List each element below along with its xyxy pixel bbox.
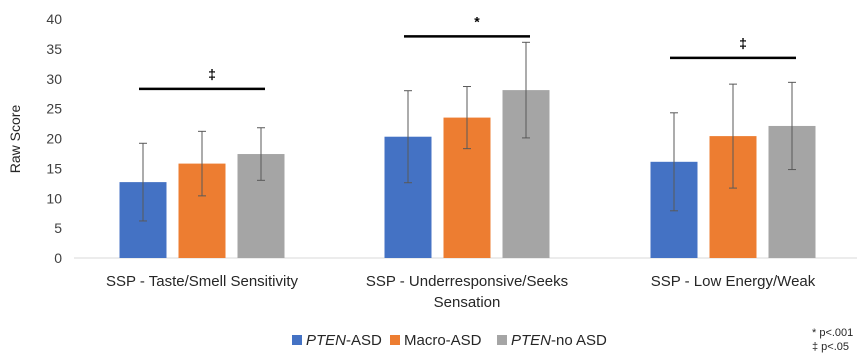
y-tick-label: 10 (46, 190, 62, 206)
y-tick-label: 40 (46, 11, 62, 27)
y-tick-label: 35 (46, 41, 62, 57)
y-tick-label: 30 (46, 71, 62, 87)
footnote: * p<.001 (812, 327, 853, 339)
legend-label: Macro-ASD (404, 332, 482, 349)
y-tick-label: 20 (46, 131, 62, 147)
y-tick-label: 25 (46, 101, 62, 117)
legend-label: PTEN-ASD (306, 332, 382, 349)
y-tick-label: 0 (54, 250, 62, 266)
category-label: Sensation (434, 294, 501, 311)
legend-swatch (390, 335, 400, 345)
significance-symbol: ‡ (208, 66, 216, 82)
error-bars (139, 41, 796, 222)
significance-symbol: * (474, 13, 480, 29)
category-label: SSP - Low Energy/Weak (651, 273, 816, 290)
legend-label: PTEN-no ASD (511, 332, 607, 349)
significance-symbol: ‡ (739, 35, 747, 51)
footnotes: * p<.001 ‡ p<.05 (812, 327, 853, 353)
y-tick-label: 5 (54, 220, 62, 236)
category-label: SSP - Underresponsive/Seeks (366, 273, 568, 290)
y-tick-label: 15 (46, 160, 62, 176)
legend: PTEN-ASD Macro-ASD PTEN-no ASD (292, 332, 607, 349)
footnote: ‡ p<.05 (812, 341, 849, 353)
y-axis-label: Raw Score (7, 105, 23, 174)
legend-swatch (497, 335, 507, 345)
category-labels: SSP - Taste/Smell Sensitivity SSP - Under… (106, 273, 816, 311)
category-label: SSP - Taste/Smell Sensitivity (106, 273, 299, 290)
y-axis-ticks: 0 5 10 15 20 25 30 35 40 (46, 11, 62, 266)
legend-swatch (292, 335, 302, 345)
significance-markers: ‡ * ‡ (139, 13, 796, 91)
